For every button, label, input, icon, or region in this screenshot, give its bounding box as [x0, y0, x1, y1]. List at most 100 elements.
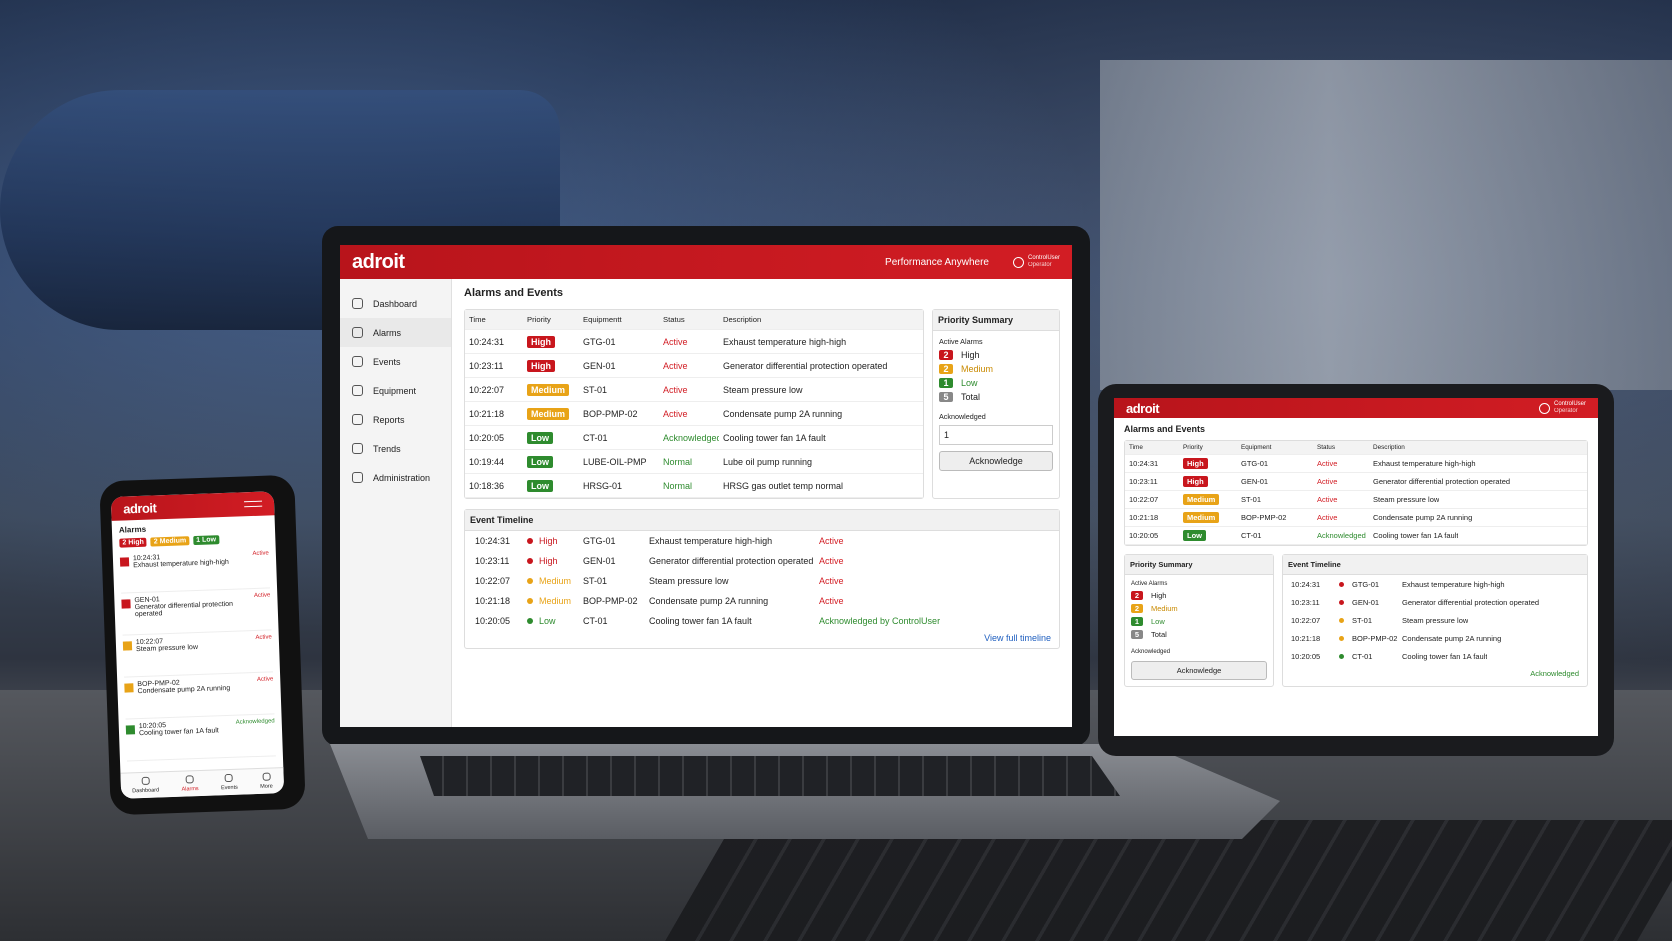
column-header: Status	[663, 315, 685, 324]
table-cell: Exhaust temperature high-high	[719, 337, 846, 347]
alarm-item[interactable]: 10:22:07 Steam pressure low Active	[122, 630, 274, 678]
table-row[interactable]: 10:21:18 Medium BOP-PMP-02 Active Condensate…	[465, 402, 923, 426]
nav-item[interactable]: Dashboard	[340, 289, 451, 318]
table-row[interactable]: 10:18:36 Low HRSG-01 Normal HRSG gas outlet …	[465, 474, 923, 498]
table-cell: Low	[523, 455, 579, 468]
count-badge: 1	[1131, 617, 1143, 626]
timeline-cell: Exhaust temperature high-high	[1402, 579, 1505, 589]
priority-summary: Priority Summary Active Alarms 2 High 2 Mediu…	[1124, 554, 1274, 687]
status: Normal	[663, 456, 693, 467]
nav-item[interactable]: More	[260, 772, 273, 790]
nav-item[interactable]: Equipment	[340, 376, 451, 405]
priority-badge: High	[527, 335, 555, 348]
nav-label: Equipment	[373, 385, 417, 396]
table-cell: 10:23:11	[465, 361, 523, 371]
timeline-row[interactable]: 10:23:11 GEN-01 Generator differential pro…	[1283, 593, 1587, 611]
table-row[interactable]: 10:23:11 High GEN-01 Active Generator differ…	[465, 354, 923, 378]
timeline-cell: GTG-01	[583, 536, 616, 546]
brand: adroit	[352, 250, 405, 273]
timeline-row[interactable]: 10:24:31 High GTG-01 Exhaust temperature hi…	[465, 531, 1059, 551]
table-cell: 10:22:07	[465, 385, 523, 395]
table-cell: Active	[1313, 513, 1369, 522]
brand: adroit	[122, 499, 157, 517]
cell-text: Lube oil pump running	[723, 456, 813, 467]
nav-item[interactable]: Events	[340, 347, 451, 376]
timeline-row[interactable]: 10:21:18 BOP-PMP-02 Condensate pump 2A run…	[1283, 629, 1587, 647]
footer-status: Acknowledged	[1530, 669, 1579, 678]
acknowledge-button[interactable]: Acknowledge	[939, 451, 1053, 471]
table-row[interactable]: 10:22:07 Medium ST-01 Active Steam pressure …	[1125, 491, 1587, 509]
table-cell: 10:21:18	[465, 409, 523, 419]
priority-badge: Low	[527, 455, 553, 468]
priority-summary: Priority Summary Active Alarms 2 High 2 Mediu…	[932, 309, 1060, 499]
alarm-item[interactable]: GEN-01 Generator differential protection …	[121, 588, 272, 636]
priority-badge: Low	[1183, 530, 1206, 541]
table-row[interactable]: 10:20:05 Low CT-01 Acknowledged Cooling towe…	[1125, 527, 1587, 545]
table-cell: Active	[659, 361, 719, 371]
priority-badge: Medium	[527, 407, 570, 420]
table-row[interactable]: 10:21:18 Medium BOP-PMP-02 Active Condensate…	[1125, 509, 1587, 527]
timeline-row[interactable]: 10:24:31 GTG-01 Exhaust temperature high-h…	[1283, 575, 1587, 593]
alarm-item[interactable]: 10:20:05 Cooling tower fan 1A fault Acknow…	[125, 714, 276, 762]
nav-item[interactable]: Dashboard	[132, 776, 159, 794]
chip[interactable]: 1 Low	[193, 535, 220, 546]
count-badge: 2	[1131, 604, 1143, 613]
nav-label: Dashboard	[132, 787, 160, 795]
chip-label: Low	[201, 536, 217, 544]
priority-badge: High	[1183, 458, 1208, 469]
alarm-item[interactable]: 10:24:31 Exhaust temperature high-high Act…	[119, 546, 271, 594]
summary-item: 5 Total	[939, 392, 1053, 402]
timeline-row[interactable]: 10:20:05 Low CT-01 Cooling tower fan 1A fau…	[465, 611, 1059, 631]
table-row[interactable]: 10:24:31 High GTG-01 Active Exhaust temperat…	[465, 330, 923, 354]
status: Active	[663, 336, 688, 347]
timeline-dot	[1339, 599, 1344, 605]
laptop-keys	[420, 756, 1120, 796]
timeline-cell: 10:21:18	[475, 596, 511, 606]
user: ControlUser Operator	[1028, 255, 1060, 269]
timeline-row[interactable]: 10:22:07 ST-01 Steam pressure low	[1283, 611, 1587, 629]
summary-label: Low	[1151, 617, 1165, 626]
item-text: 10:24:31 Exhaust temperature high-high	[133, 551, 250, 588]
nav-icon	[141, 776, 150, 786]
timeline-row[interactable]: 10:20:05 CT-01 Cooling tower fan 1A fault	[1283, 647, 1587, 665]
nav-item[interactable]: Events	[221, 773, 238, 791]
acknowledge-button[interactable]: Acknowledge	[1131, 661, 1267, 680]
priority-badge: Medium	[527, 383, 570, 396]
tablet-screen: adroit ControlUser Operator Alarms and Even…	[1114, 398, 1598, 736]
column-header: Time	[469, 315, 486, 324]
timeline-dot	[527, 578, 533, 584]
table-cell: CT-01	[579, 433, 659, 443]
table-row[interactable]: 10:20:05 Low CT-01 Acknowledged Cooling towe…	[465, 426, 923, 450]
chip[interactable]: 2 High	[119, 537, 148, 548]
table-row[interactable]: 10:19:44 Low LUBE-OIL-PMP Normal Lube oil pu…	[465, 450, 923, 474]
view-timeline-link[interactable]: View full timeline	[984, 633, 1051, 643]
chip[interactable]: 2 Medium	[150, 536, 190, 547]
nav-item[interactable]: Alarms	[181, 775, 199, 793]
table-cell: GTG-01	[1237, 459, 1313, 468]
table-row[interactable]: 10:24:31 High GTG-01 Active Exhaust temperat…	[1125, 455, 1587, 473]
nav-icon	[262, 772, 271, 781]
timeline-row[interactable]: 10:21:18 Medium BOP-PMP-02 Condensate pump …	[465, 591, 1059, 611]
nav-item[interactable]: Trends	[340, 434, 451, 463]
nav-icon	[352, 356, 363, 367]
nav-item[interactable]: Alarms	[340, 318, 451, 347]
table-cell: 10:21:18	[1125, 513, 1179, 522]
nav-label: Alarms	[373, 327, 402, 338]
table-cell: HRSG-01	[579, 481, 659, 491]
alarm-item[interactable]: BOP-PMP-02 Condensate pump 2A running Acti…	[124, 672, 275, 720]
timeline-row[interactable]: 10:23:11 High GEN-01 Generator differential…	[465, 551, 1059, 571]
table-cell: 10:18:36	[465, 481, 523, 491]
timeline-cell: Exhaust temperature high-high	[649, 536, 773, 546]
table-cell: 10:22:07	[1125, 495, 1179, 504]
timeline-row[interactable]: 10:22:07 Medium ST-01 Steam pressure low Act…	[465, 571, 1059, 591]
panel-title: Priority Summary	[1125, 555, 1273, 575]
cell-text: Cooling tower fan 1A fault	[1373, 531, 1459, 540]
nav-item[interactable]: Reports	[340, 405, 451, 434]
nav-item[interactable]: Administration	[340, 463, 451, 492]
chips: 2 High 2 Medium 1 Low	[119, 533, 268, 548]
column-header: Equipmentt	[583, 315, 622, 324]
table-row[interactable]: 10:23:11 High GEN-01 Active Generator differ…	[1125, 473, 1587, 491]
table-row[interactable]: 10:22:07 Medium ST-01 Active Steam pressure …	[465, 378, 923, 402]
table-cell: LUBE-OIL-PMP	[579, 457, 659, 467]
